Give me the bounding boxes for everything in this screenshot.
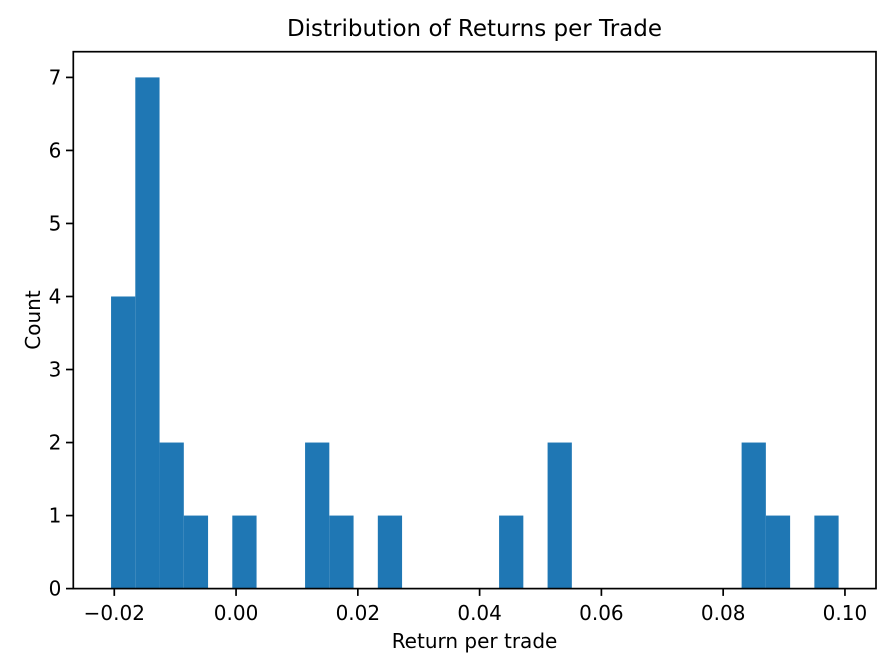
y-tick-label: 0 — [49, 577, 62, 601]
x-tick-label: 0.06 — [579, 601, 624, 625]
y-tick-label: 4 — [49, 284, 62, 308]
histogram-bar — [814, 515, 839, 589]
x-tick-label: −0.02 — [84, 601, 145, 625]
histogram-bar — [305, 442, 330, 589]
histogram-bar — [232, 515, 257, 589]
histogram-bar — [183, 515, 209, 589]
histogram-bar — [765, 515, 791, 589]
x-tick-label: 0.08 — [701, 601, 746, 625]
histogram-bar — [741, 442, 766, 589]
histogram-bar — [547, 442, 572, 589]
histogram-bar — [159, 442, 184, 589]
y-tick-label: 7 — [49, 65, 62, 89]
y-tick-label: 6 — [49, 138, 62, 162]
x-tick-label: 0.00 — [214, 601, 259, 625]
x-axis-label: Return per trade — [391, 629, 558, 653]
histogram-bar — [135, 77, 160, 589]
histogram-bar — [499, 515, 524, 589]
chart-title: Distribution of Returns per Trade — [286, 16, 663, 42]
histogram-bar — [329, 515, 354, 589]
x-tick-label: 0.02 — [336, 601, 381, 625]
y-tick-label: 5 — [49, 211, 62, 235]
y-tick-label: 3 — [49, 358, 62, 382]
y-tick-label: 1 — [49, 504, 62, 528]
axes-frame — [72, 50, 877, 590]
x-tick-label: 0.10 — [823, 601, 868, 625]
y-tick-label: 2 — [49, 431, 62, 455]
x-tick-label: 0.04 — [457, 601, 502, 625]
histogram-bar — [111, 296, 136, 589]
histogram-bar — [377, 515, 403, 589]
